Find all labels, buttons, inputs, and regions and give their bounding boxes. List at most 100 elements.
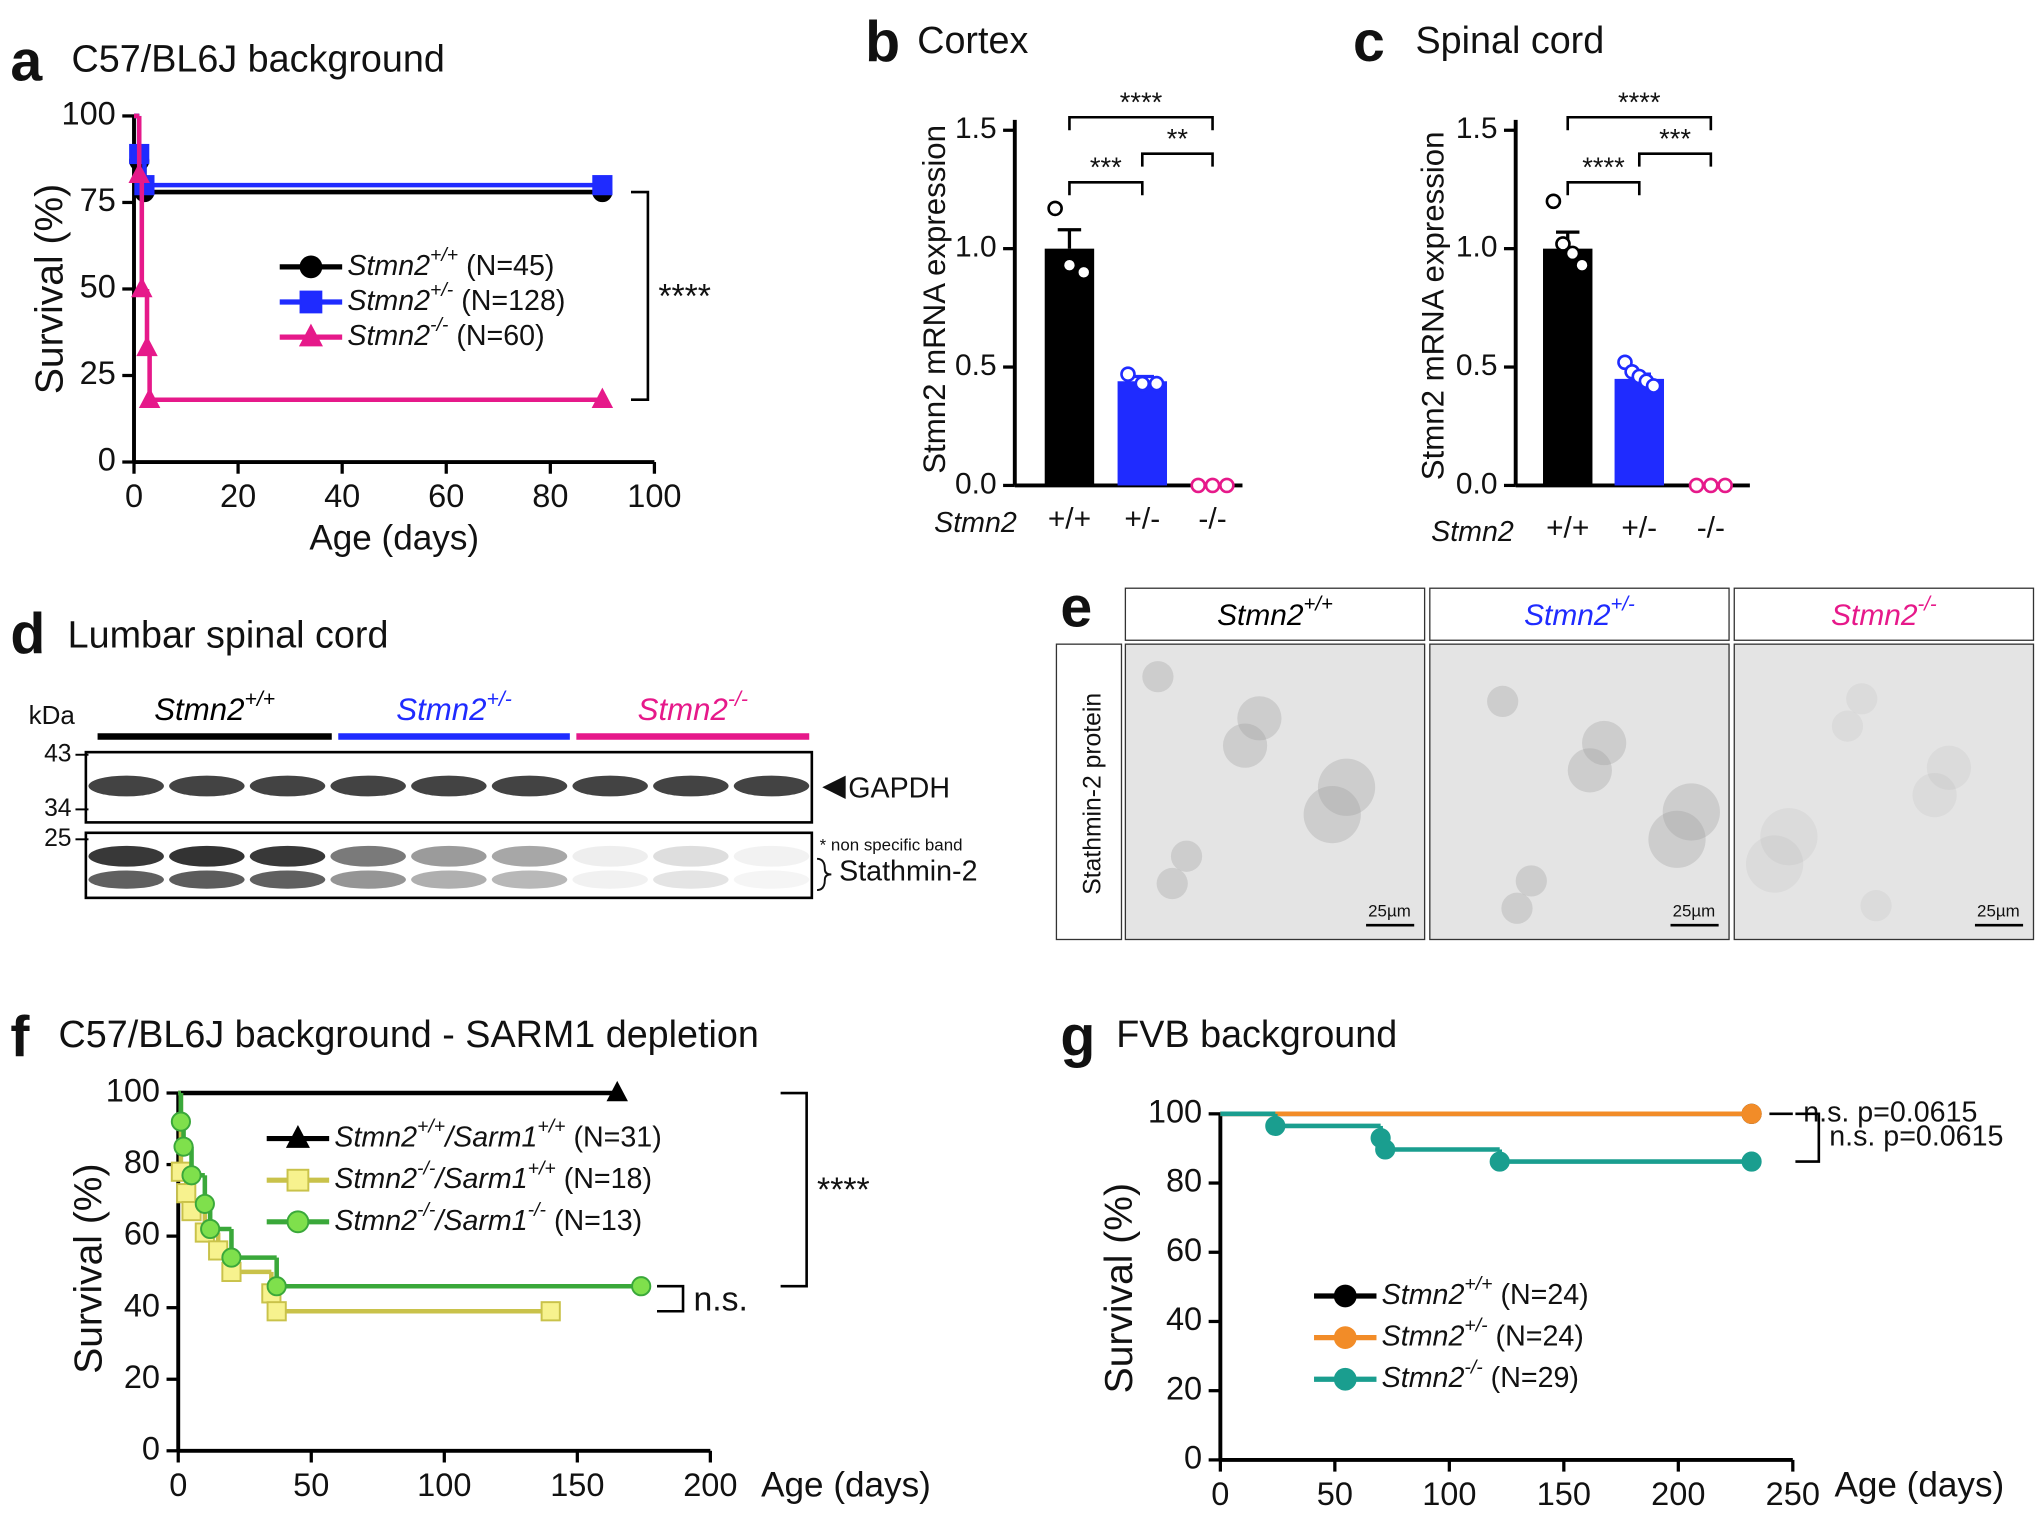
bar (1117, 381, 1168, 486)
cell (1567, 748, 1612, 793)
kda-marker: 34 (44, 795, 72, 822)
marker (1375, 1139, 1396, 1160)
marker (1741, 1103, 1762, 1124)
panel-letter: b (865, 10, 900, 74)
chart-title: Cortex (917, 19, 1028, 61)
band-note: * non specific band (820, 835, 963, 854)
gapdh-band (411, 775, 487, 797)
legend-label-part: (N=24) (1488, 1320, 1584, 1352)
kda-marker: 25 (44, 825, 71, 852)
x-tick-label: 150 (1537, 1476, 1591, 1512)
cell (1501, 892, 1533, 924)
y-axis-label: Stmn2 mRNA expression (1415, 132, 1450, 481)
cell (1860, 890, 1892, 922)
stathmin-band (572, 845, 648, 867)
y-tick-label: 100 (1148, 1093, 1202, 1129)
significance-bracket (1140, 152, 1214, 167)
band-arrow (822, 775, 846, 799)
stathmin-band (88, 870, 164, 889)
data-point (1703, 477, 1719, 494)
x-axis-label: Age (days) (761, 1466, 931, 1505)
marker (221, 1247, 242, 1268)
gapdh-band (88, 775, 164, 797)
marker (540, 1301, 561, 1322)
column-header (1124, 587, 1426, 641)
legend-label-part: Stmn2 (1382, 1362, 1465, 1394)
data-point (1047, 200, 1063, 217)
column-label-part: Stmn2 (1217, 599, 1304, 632)
y-axis-label: Stmn2 mRNA expression (917, 125, 952, 474)
y-tick-label: 1.5 (955, 112, 997, 145)
data-point (1555, 236, 1571, 252)
significance-label: **** (1618, 86, 1661, 117)
legend-label-part: /Sarm1 (443, 1121, 537, 1153)
x-tick-label: 100 (417, 1467, 471, 1503)
legend-label-part: (N=13) (546, 1204, 642, 1236)
legend-label-part: (N=60) (448, 320, 544, 352)
stathmin-band (733, 845, 810, 867)
y-tick-label: 100 (62, 96, 116, 132)
stathmin-band (330, 870, 406, 889)
x-tick-label: 200 (1651, 1476, 1705, 1512)
legend-label-part: (N=24) (1493, 1279, 1589, 1311)
legend-marker (286, 1168, 310, 1192)
marker (173, 1136, 194, 1157)
x-tick-label: 40 (324, 478, 360, 514)
micrograph (1733, 643, 2035, 941)
group-label-part: +/- (486, 688, 511, 711)
y-tick-label: 1.0 (955, 231, 997, 264)
y-tick-label: 0 (142, 1430, 160, 1466)
x-tick-label: 250 (1766, 1476, 1820, 1512)
column-label-part: +/+ (1304, 594, 1334, 616)
x-axis-label: Age (days) (309, 518, 479, 557)
y-tick-label: 0 (1184, 1439, 1202, 1475)
group-label: Stmn2+/- (396, 688, 512, 728)
legend-marker (285, 1125, 310, 1148)
y-tick-label: 60 (124, 1216, 160, 1252)
marker (138, 387, 161, 408)
data-point (1120, 366, 1136, 382)
group-label-part: Stmn2 (396, 692, 486, 727)
significance-bracket (630, 190, 650, 402)
legend-label: Stmn2-/- (N=29) (1382, 1357, 1579, 1394)
cell (1487, 685, 1519, 718)
column-label-part: Stmn2 (1831, 599, 1918, 632)
chart-title: C57/BL6J background (72, 37, 445, 79)
x-axis-label: Stmn2 (1431, 516, 1514, 548)
y-tick-label: 25 (80, 355, 116, 391)
x-tick-label: -/- (1198, 502, 1226, 535)
x-tick-label: 60 (428, 478, 464, 514)
stathmin-band (491, 845, 568, 867)
y-tick-label: 75 (80, 182, 116, 218)
cell (1303, 785, 1361, 844)
band-label: GAPDH (848, 772, 950, 804)
significance-bracket (780, 1091, 808, 1288)
legend-label-part: -/- (430, 314, 449, 336)
marker (1265, 1115, 1286, 1137)
column-label: Stmn2+/- (1524, 594, 1635, 632)
cell (1582, 720, 1627, 766)
significance-label: n.s. p=0.0615 (1803, 1096, 1977, 1128)
significance-bracket (1795, 1112, 1821, 1163)
legend-marker (298, 323, 323, 347)
legend-label-part: -/- (417, 1199, 436, 1221)
marker (128, 162, 150, 184)
legend-label: Stmn2-/-/Sarm1-/- (N=13) (334, 1199, 642, 1236)
panel-letter: g (1060, 1005, 1095, 1069)
significance-label: **** (1120, 86, 1163, 117)
gapdh-band (169, 775, 245, 797)
significance-label: **** (817, 1171, 870, 1209)
bar (1614, 378, 1665, 486)
y-tick-label: 40 (124, 1287, 160, 1323)
marker (181, 1165, 202, 1186)
legend-label-part: Stmn2 (1382, 1320, 1465, 1352)
y-tick-label: 60 (1166, 1232, 1202, 1268)
x-tick-label: 200 (683, 1467, 737, 1503)
marker (591, 387, 614, 408)
data-point (1688, 477, 1705, 494)
legend-label-part: (N=29) (1483, 1362, 1579, 1394)
legend-marker (1333, 1367, 1357, 1391)
legend-label-part: -/- (417, 1157, 436, 1179)
gapdh-band (653, 775, 729, 797)
y-axis-label: Survival (%) (67, 1164, 110, 1374)
